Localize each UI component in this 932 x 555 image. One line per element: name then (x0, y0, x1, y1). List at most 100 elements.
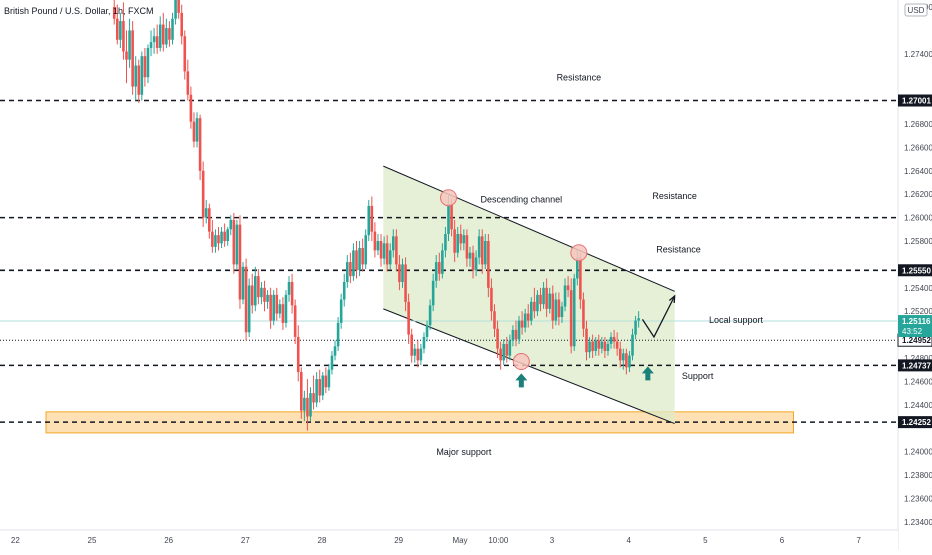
candle-body (480, 236, 484, 265)
candle (480, 229, 484, 274)
candle (122, 2, 125, 60)
candle (192, 112, 196, 148)
candle (330, 350, 334, 375)
currency-badge-label: USD (908, 6, 925, 15)
candle-body (585, 328, 588, 353)
candle (416, 340, 420, 368)
channel-shade (383, 166, 675, 424)
candle-body (174, 0, 177, 19)
candle-body (376, 241, 380, 251)
candle-body (609, 336, 613, 344)
candle (628, 350, 631, 373)
candle-body (539, 294, 542, 305)
up-arrow-icon (515, 373, 528, 388)
candle-body (569, 290, 573, 347)
candle (545, 278, 548, 318)
candle (560, 301, 564, 323)
candle (367, 200, 371, 242)
highlight-circle (512, 353, 530, 371)
candle-body (548, 293, 551, 309)
candle-body (208, 208, 211, 232)
candle (346, 255, 349, 288)
currency-badge[interactable]: USD (904, 3, 928, 17)
candle-body (186, 71, 190, 95)
candle-body (306, 397, 309, 417)
candle (392, 229, 395, 258)
projection-arrowhead-icon (668, 294, 676, 304)
projection-path[interactable] (641, 295, 676, 339)
candle (171, 12, 174, 45)
candle (324, 367, 328, 394)
candle-body (413, 348, 417, 356)
candle (201, 161, 205, 227)
candle (287, 276, 291, 302)
candle-body (250, 285, 254, 306)
candle-body (272, 294, 275, 321)
price-level-tag-bg (898, 359, 932, 372)
candle (349, 252, 352, 284)
candle (137, 59, 141, 103)
candle-body (484, 241, 487, 265)
candle-body (158, 24, 162, 48)
candle (131, 21, 134, 95)
candle (404, 257, 407, 312)
candle (465, 229, 469, 267)
candle-body (425, 325, 429, 337)
candle (496, 320, 499, 359)
time-axis[interactable] (0, 530, 898, 550)
candle (119, 12, 122, 48)
candle-body (278, 304, 282, 314)
annotation-label: Resistance (652, 191, 697, 201)
candle-body (382, 243, 386, 259)
candle (563, 278, 567, 312)
candle-body (431, 280, 435, 306)
candle (128, 18, 131, 68)
y-tick-label: 1.26400 (904, 167, 932, 176)
candle (293, 299, 297, 344)
candle (140, 51, 144, 101)
candle (125, 30, 128, 84)
countdown-label: 43:52 (902, 327, 923, 336)
candle (321, 372, 325, 401)
channel-lower-line[interactable] (383, 308, 675, 424)
candle (158, 16, 162, 52)
highlight-circle (440, 189, 457, 207)
candle-body (499, 348, 502, 361)
candle (487, 233, 490, 298)
candle-body (162, 24, 165, 45)
candle (211, 219, 214, 253)
candle (536, 290, 539, 316)
candle-body (137, 65, 141, 95)
candle-body (395, 236, 398, 265)
candle (208, 203, 211, 239)
candle (484, 233, 487, 270)
candle-body (496, 328, 499, 349)
candle (220, 226, 223, 249)
candle (385, 235, 389, 272)
candle (241, 262, 245, 305)
candle-body (493, 311, 496, 329)
candle-body (171, 18, 174, 40)
candle (597, 334, 601, 356)
candle-body (293, 305, 297, 337)
candle (263, 280, 266, 312)
candle-body (447, 203, 450, 234)
price-level-tag: 1.27001 (898, 94, 932, 107)
candle-body (465, 235, 469, 259)
y-tick-label: 1.23800 (904, 471, 932, 480)
candle-body (330, 355, 334, 370)
candle-body (407, 301, 410, 335)
channel-upper-line[interactable] (383, 165, 675, 292)
candle-body (597, 340, 601, 349)
candle (250, 273, 254, 314)
candle-body (456, 233, 459, 253)
candle (333, 340, 337, 361)
candle (523, 308, 527, 333)
candle (342, 273, 346, 307)
candle-body (189, 94, 193, 122)
price-level-tag: 1.24252 (898, 416, 932, 429)
candle-body (438, 262, 441, 274)
candle-body (557, 299, 561, 318)
